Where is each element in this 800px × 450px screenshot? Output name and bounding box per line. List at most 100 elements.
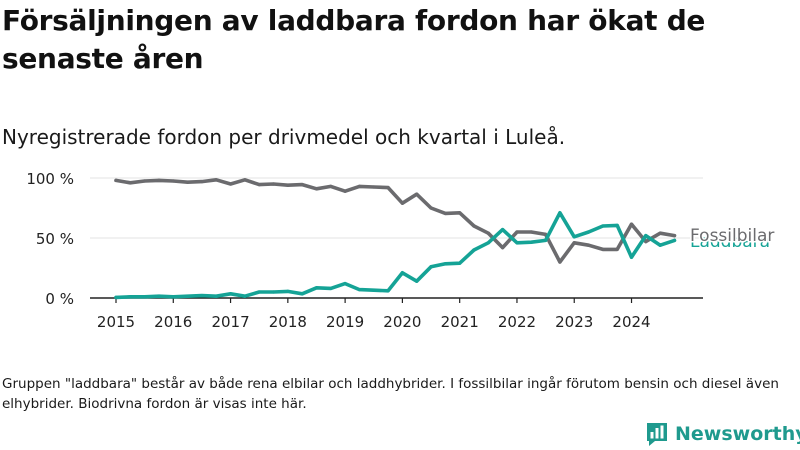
data-point <box>529 240 533 244</box>
data-point <box>329 184 333 188</box>
data-point <box>314 187 319 191</box>
y-tick-label: 50 % <box>36 230 74 248</box>
data-point <box>271 290 276 294</box>
data-point <box>472 224 476 228</box>
data-point <box>629 222 634 226</box>
series-lines <box>114 177 677 300</box>
data-point <box>415 279 419 283</box>
data-point <box>644 234 648 238</box>
series-label-laddbara: Laddbara <box>690 232 770 252</box>
data-point <box>572 235 576 239</box>
logo-text: Newsworthy <box>675 423 800 445</box>
data-point <box>386 186 390 190</box>
chart-title: Försäljningen av laddbara fordon har öka… <box>2 4 706 75</box>
y-tick-label: 0 % <box>45 290 74 308</box>
data-point <box>529 230 533 234</box>
data-point <box>200 294 204 298</box>
data-point <box>286 183 290 187</box>
data-point <box>400 271 404 275</box>
data-point <box>672 238 677 242</box>
data-point <box>386 289 390 293</box>
data-point <box>186 294 190 298</box>
data-point <box>114 295 118 299</box>
x-tick-label: 2023 <box>555 313 593 331</box>
data-point <box>143 179 147 183</box>
data-point <box>372 288 376 292</box>
data-point <box>486 241 490 245</box>
footnote: Gruppen "laddbara" består av både rena e… <box>2 376 779 412</box>
data-point <box>171 179 175 183</box>
y-axis: 0 % 50 % 100 % <box>26 170 74 308</box>
data-point <box>458 261 462 265</box>
data-point <box>157 178 161 182</box>
data-point <box>229 292 233 296</box>
data-point <box>601 224 605 228</box>
series-line-fossilbilar <box>114 177 677 264</box>
data-point <box>171 295 175 299</box>
data-point <box>300 292 304 296</box>
data-point <box>357 184 361 188</box>
data-point <box>214 294 218 298</box>
data-point <box>472 248 476 252</box>
data-point <box>200 180 204 184</box>
data-point <box>615 223 619 227</box>
data-point <box>443 211 447 215</box>
data-point <box>329 286 333 290</box>
x-tick-label: 2021 <box>441 313 479 331</box>
x-tick-label: 2016 <box>154 313 192 331</box>
series-line-laddbara <box>114 210 677 300</box>
data-point <box>615 247 619 251</box>
data-point <box>501 228 505 232</box>
x-tick-label: 2018 <box>269 313 307 331</box>
data-point <box>629 255 634 259</box>
data-point <box>644 240 648 244</box>
data-point <box>587 243 591 247</box>
data-point <box>372 185 376 189</box>
series-label-fossilbilar: Fossilbilar <box>690 226 774 246</box>
data-point <box>114 178 118 182</box>
newsworthy-logo[interactable]: Newsworthy <box>645 421 800 447</box>
data-point <box>314 286 319 290</box>
data-point <box>601 247 605 251</box>
data-point <box>587 230 591 234</box>
data-point <box>357 288 361 292</box>
data-point <box>271 182 276 186</box>
x-tick-label: 2019 <box>326 313 364 331</box>
data-point <box>558 211 562 215</box>
data-point <box>257 290 261 294</box>
data-point <box>443 262 447 266</box>
data-point <box>544 238 548 242</box>
data-point <box>486 231 490 235</box>
bar-chart-icon <box>647 423 667 446</box>
data-point <box>558 260 562 264</box>
data-point <box>300 183 304 187</box>
x-tick-label: 2015 <box>97 313 135 331</box>
data-point <box>658 231 662 235</box>
chart-subtitle: Nyregistrerade fordon per drivmedel och … <box>2 125 566 149</box>
x-axis: 2015 2016 2017 2018 2019 2020 2021 2022 2023 2024 <box>90 297 703 331</box>
data-point <box>458 211 462 215</box>
data-point <box>501 246 505 250</box>
data-point <box>415 192 419 196</box>
gridlines <box>90 177 703 239</box>
data-point <box>229 182 233 186</box>
data-point <box>429 265 433 269</box>
data-point <box>343 189 347 193</box>
data-point <box>214 178 218 182</box>
data-point <box>257 183 261 187</box>
data-point <box>515 230 519 234</box>
data-point <box>658 243 662 247</box>
data-point <box>429 206 433 210</box>
x-tick-label: 2024 <box>612 313 650 331</box>
data-point <box>243 294 247 298</box>
x-tick-label: 2017 <box>211 313 249 331</box>
y-tick-label: 100 % <box>26 170 74 188</box>
data-point <box>243 178 247 182</box>
data-point <box>128 295 132 299</box>
x-tick-label: 2022 <box>498 313 536 331</box>
data-point <box>343 282 347 286</box>
x-tick-label: 2020 <box>383 313 421 331</box>
data-point <box>286 289 290 293</box>
data-point <box>515 241 519 245</box>
